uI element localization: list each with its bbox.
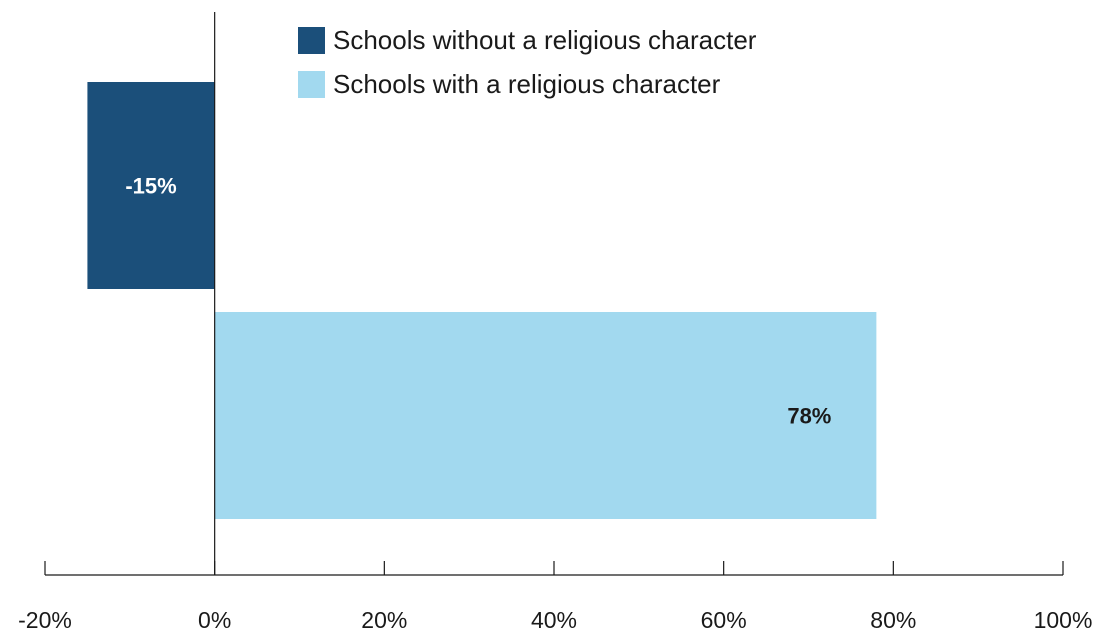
bar-1-negative — [87, 82, 215, 289]
legend-swatch-1 — [298, 27, 325, 54]
x-tick-label: 60% — [701, 607, 747, 633]
bars-layer: -15% 78% — [87, 82, 877, 519]
bar-2-positive — [214, 312, 877, 519]
bar-2-value-label: 78% — [787, 404, 831, 429]
legend-swatch-2 — [298, 71, 325, 98]
x-tick-label: 20% — [361, 607, 407, 633]
x-tick-label: 80% — [870, 607, 916, 633]
x-tick-label: -20% — [18, 607, 72, 633]
bar-1-value-label: -15% — [125, 174, 176, 199]
x-tick-label: 100% — [1034, 607, 1093, 633]
x-tick-label: 0% — [198, 607, 231, 633]
legend: Schools without a religious character Sch… — [298, 25, 757, 99]
legend-label-2: Schools with a religious character — [333, 69, 721, 99]
x-axis-ticks: -20% 0% 20% 40% 60% 80% 100% — [18, 561, 1092, 633]
legend-label-1: Schools without a religious character — [333, 25, 757, 55]
x-tick-label: 40% — [531, 607, 577, 633]
